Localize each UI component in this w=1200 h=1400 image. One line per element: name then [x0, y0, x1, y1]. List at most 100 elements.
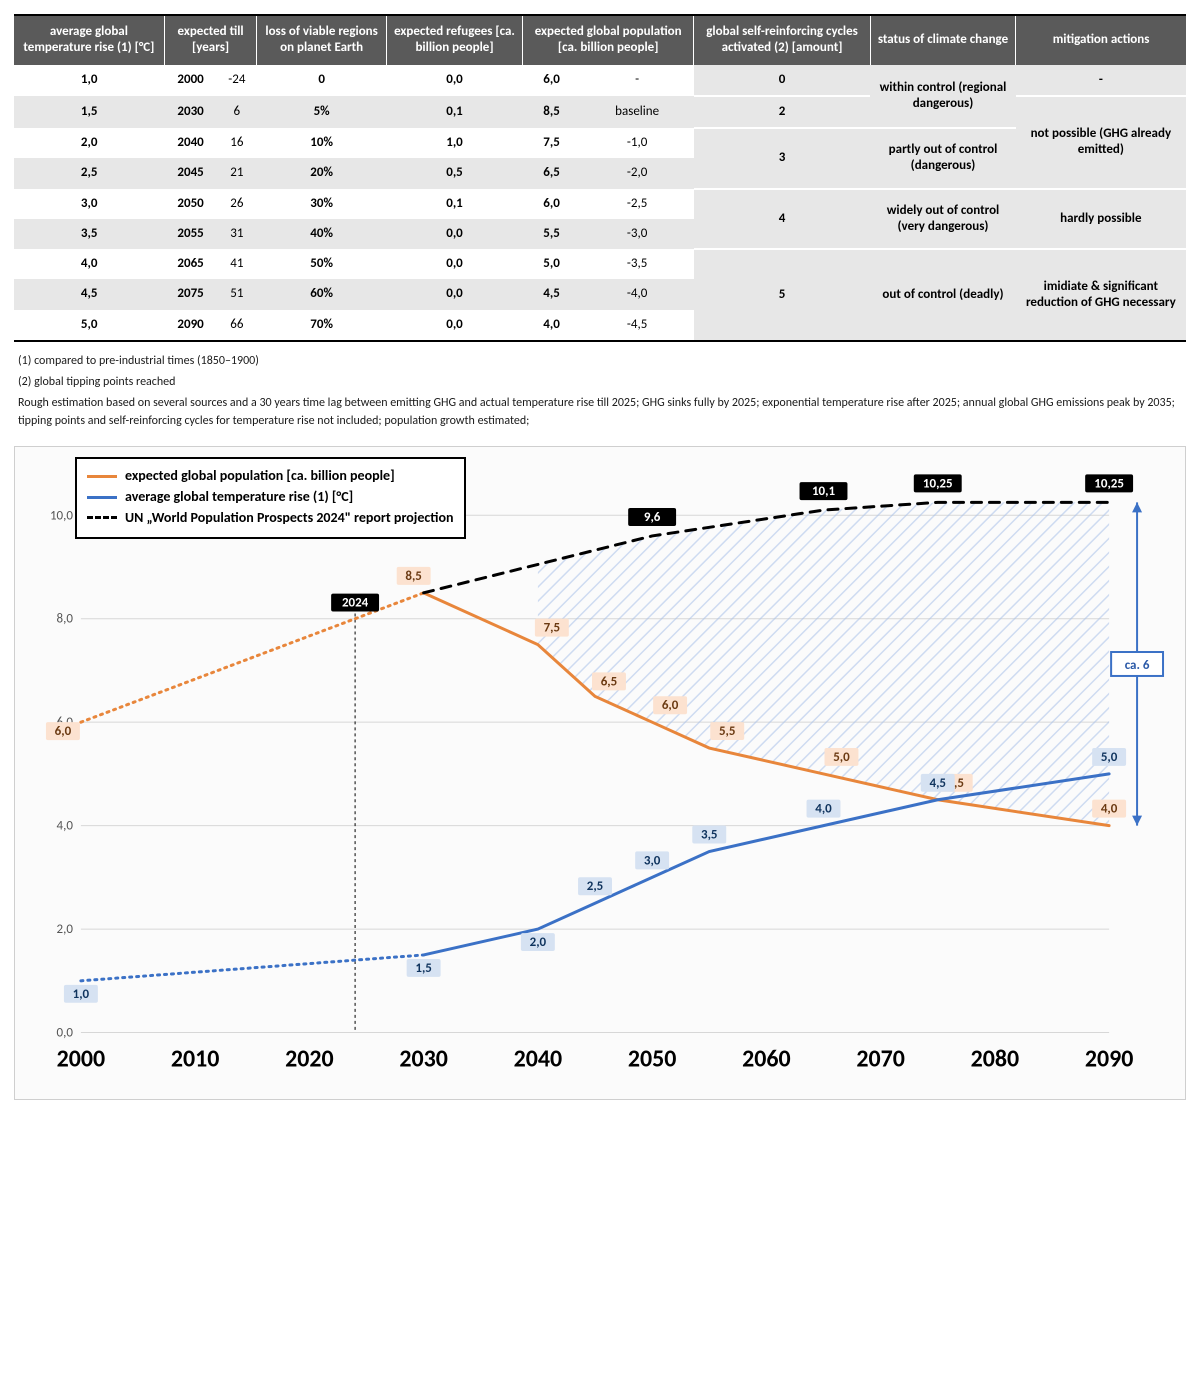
temperature-point-label: 5,0 — [1101, 750, 1118, 765]
cell-population: 6,5 — [523, 158, 581, 188]
population-point-label: 4,0 — [1101, 801, 1118, 816]
cell-year: 2075 — [164, 279, 217, 309]
cell-cycles: 5 — [694, 249, 871, 341]
cell-population: 5,5 — [523, 219, 581, 249]
cell-year-delta: 6 — [217, 96, 257, 128]
cell-year: 2040 — [164, 128, 217, 158]
cell-temp: 5,0 — [14, 310, 164, 341]
cell-year: 2090 — [164, 310, 217, 341]
cell-year-delta: 31 — [217, 219, 257, 249]
gap-arrow-down — [1132, 815, 1142, 825]
cell-population: 4,5 — [523, 279, 581, 309]
un-point-label: 10,1 — [812, 484, 835, 499]
cell-temp: 4,5 — [14, 279, 164, 309]
col-loss: loss of viable regions on planet Earth — [257, 15, 387, 65]
x-tick-label: 2070 — [856, 1044, 905, 1073]
x-tick-label: 2060 — [742, 1044, 791, 1073]
series-temperature-dotted — [81, 955, 424, 981]
table-header-row: average global temperature rise (1) [°C]… — [14, 15, 1186, 65]
y-tick-label: 10,0 — [50, 508, 73, 523]
cell-mitigation: hardly possible — [1016, 189, 1186, 250]
table-row: 4,020654150%0,05,0-3,55out of control (d… — [14, 249, 1186, 279]
col-status: status of climate change — [870, 15, 1015, 65]
cell-cycles: 0 — [694, 65, 871, 96]
x-tick-label: 2030 — [399, 1044, 448, 1073]
temperature-point-label: 3,5 — [701, 827, 718, 842]
footnote-1: (1) compared to pre-industrial times (18… — [18, 352, 1182, 370]
x-tick-label: 2050 — [628, 1044, 677, 1073]
temperature-point-label: 1,0 — [73, 987, 90, 1002]
col-mit: mitigation actions — [1016, 15, 1186, 65]
table-row: 2,020401610%1,07,5-1,03partly out of con… — [14, 128, 1186, 158]
cell-cycles: 2 — [694, 96, 871, 128]
cell-loss: 50% — [257, 249, 387, 279]
gap-region — [538, 502, 1109, 825]
table-row: 3,020502630%0,16,0-2,54widely out of con… — [14, 189, 1186, 219]
cell-temp: 1,0 — [14, 65, 164, 96]
footnote-2: (2) global tipping points reached — [18, 373, 1182, 391]
cell-population-delta: -2,0 — [580, 158, 693, 188]
col-cycles: global self-reinforcing cycles activated… — [694, 15, 871, 65]
cell-year-delta: 66 — [217, 310, 257, 341]
cell-loss: 70% — [257, 310, 387, 341]
cell-refugees: 0,0 — [386, 219, 522, 249]
cell-population-delta: -4,0 — [580, 279, 693, 309]
cell-refugees: 0,1 — [386, 189, 522, 219]
cell-year: 2065 — [164, 249, 217, 279]
cell-temp: 3,0 — [14, 189, 164, 219]
col-temp: average global temperature rise (1) [°C] — [14, 15, 164, 65]
cell-temp: 2,5 — [14, 158, 164, 188]
cell-year: 2050 — [164, 189, 217, 219]
un-point-label: 10,25 — [923, 476, 953, 491]
cell-loss: 5% — [257, 96, 387, 128]
year-marker-label: 2024 — [342, 595, 369, 610]
y-tick-label: 4,0 — [57, 818, 74, 833]
y-tick-label: 2,0 — [57, 922, 74, 937]
cell-population-delta: -4,5 — [580, 310, 693, 341]
cell-year: 2045 — [164, 158, 217, 188]
cell-refugees: 0,0 — [386, 279, 522, 309]
cell-population-delta: -3,5 — [580, 249, 693, 279]
col-ref: expected refugees [ca. billion people] — [386, 15, 522, 65]
cell-year-delta: 26 — [217, 189, 257, 219]
cell-population: 6,0 — [523, 189, 581, 219]
population-point-label: 6,5 — [601, 674, 618, 689]
x-tick-label: 2040 — [514, 1044, 563, 1073]
temperature-point-label: 2,5 — [587, 879, 604, 894]
cell-year-delta: 51 — [217, 279, 257, 309]
cell-cycles: 3 — [694, 128, 871, 189]
temperature-point-label: 3,0 — [644, 853, 661, 868]
cell-status: out of control (deadly) — [870, 249, 1015, 341]
population-point-label: 7,5 — [544, 620, 561, 635]
cell-temp: 2,0 — [14, 128, 164, 158]
population-point-label: 6,0 — [55, 724, 72, 739]
x-tick-label: 2020 — [285, 1044, 334, 1073]
cell-year: 2055 — [164, 219, 217, 249]
climate-table: average global temperature rise (1) [°C]… — [14, 14, 1186, 342]
legend-label-population: expected global population [ca. billion … — [125, 467, 395, 486]
cell-loss: 40% — [257, 219, 387, 249]
cell-population-delta: -2,5 — [580, 189, 693, 219]
legend-label-temperature: average global temperature rise (1) [°C] — [125, 488, 353, 507]
cell-refugees: 0,5 — [386, 158, 522, 188]
cell-population-delta: baseline — [580, 96, 693, 128]
cell-cycles: 4 — [694, 189, 871, 250]
cell-year-delta: 41 — [217, 249, 257, 279]
cell-refugees: 0,0 — [386, 249, 522, 279]
cell-year: 2000 — [164, 65, 217, 96]
temperature-point-label: 1,5 — [415, 961, 432, 976]
cell-year-delta: 21 — [217, 158, 257, 188]
cell-mitigation: - — [1016, 65, 1186, 96]
cell-temp: 1,5 — [14, 96, 164, 128]
un-point-label: 10,25 — [1094, 476, 1124, 491]
gap-label: ca. 6 — [1125, 658, 1150, 673]
cell-mitigation: not possible (GHG already emitted) — [1016, 96, 1186, 189]
un-point-label: 9,6 — [644, 510, 661, 525]
chart-legend: expected global population [ca. billion … — [75, 457, 466, 540]
cell-temp: 4,0 — [14, 249, 164, 279]
footnotes: (1) compared to pre-industrial times (18… — [18, 352, 1182, 430]
chart-svg: 0,02,04,06,08,010,0200020102020203020402… — [21, 453, 1179, 1093]
x-tick-label: 2000 — [57, 1044, 106, 1073]
cell-refugees: 1,0 — [386, 128, 522, 158]
legend-label-un: UN „World Population Prospects 2024" rep… — [125, 509, 454, 528]
